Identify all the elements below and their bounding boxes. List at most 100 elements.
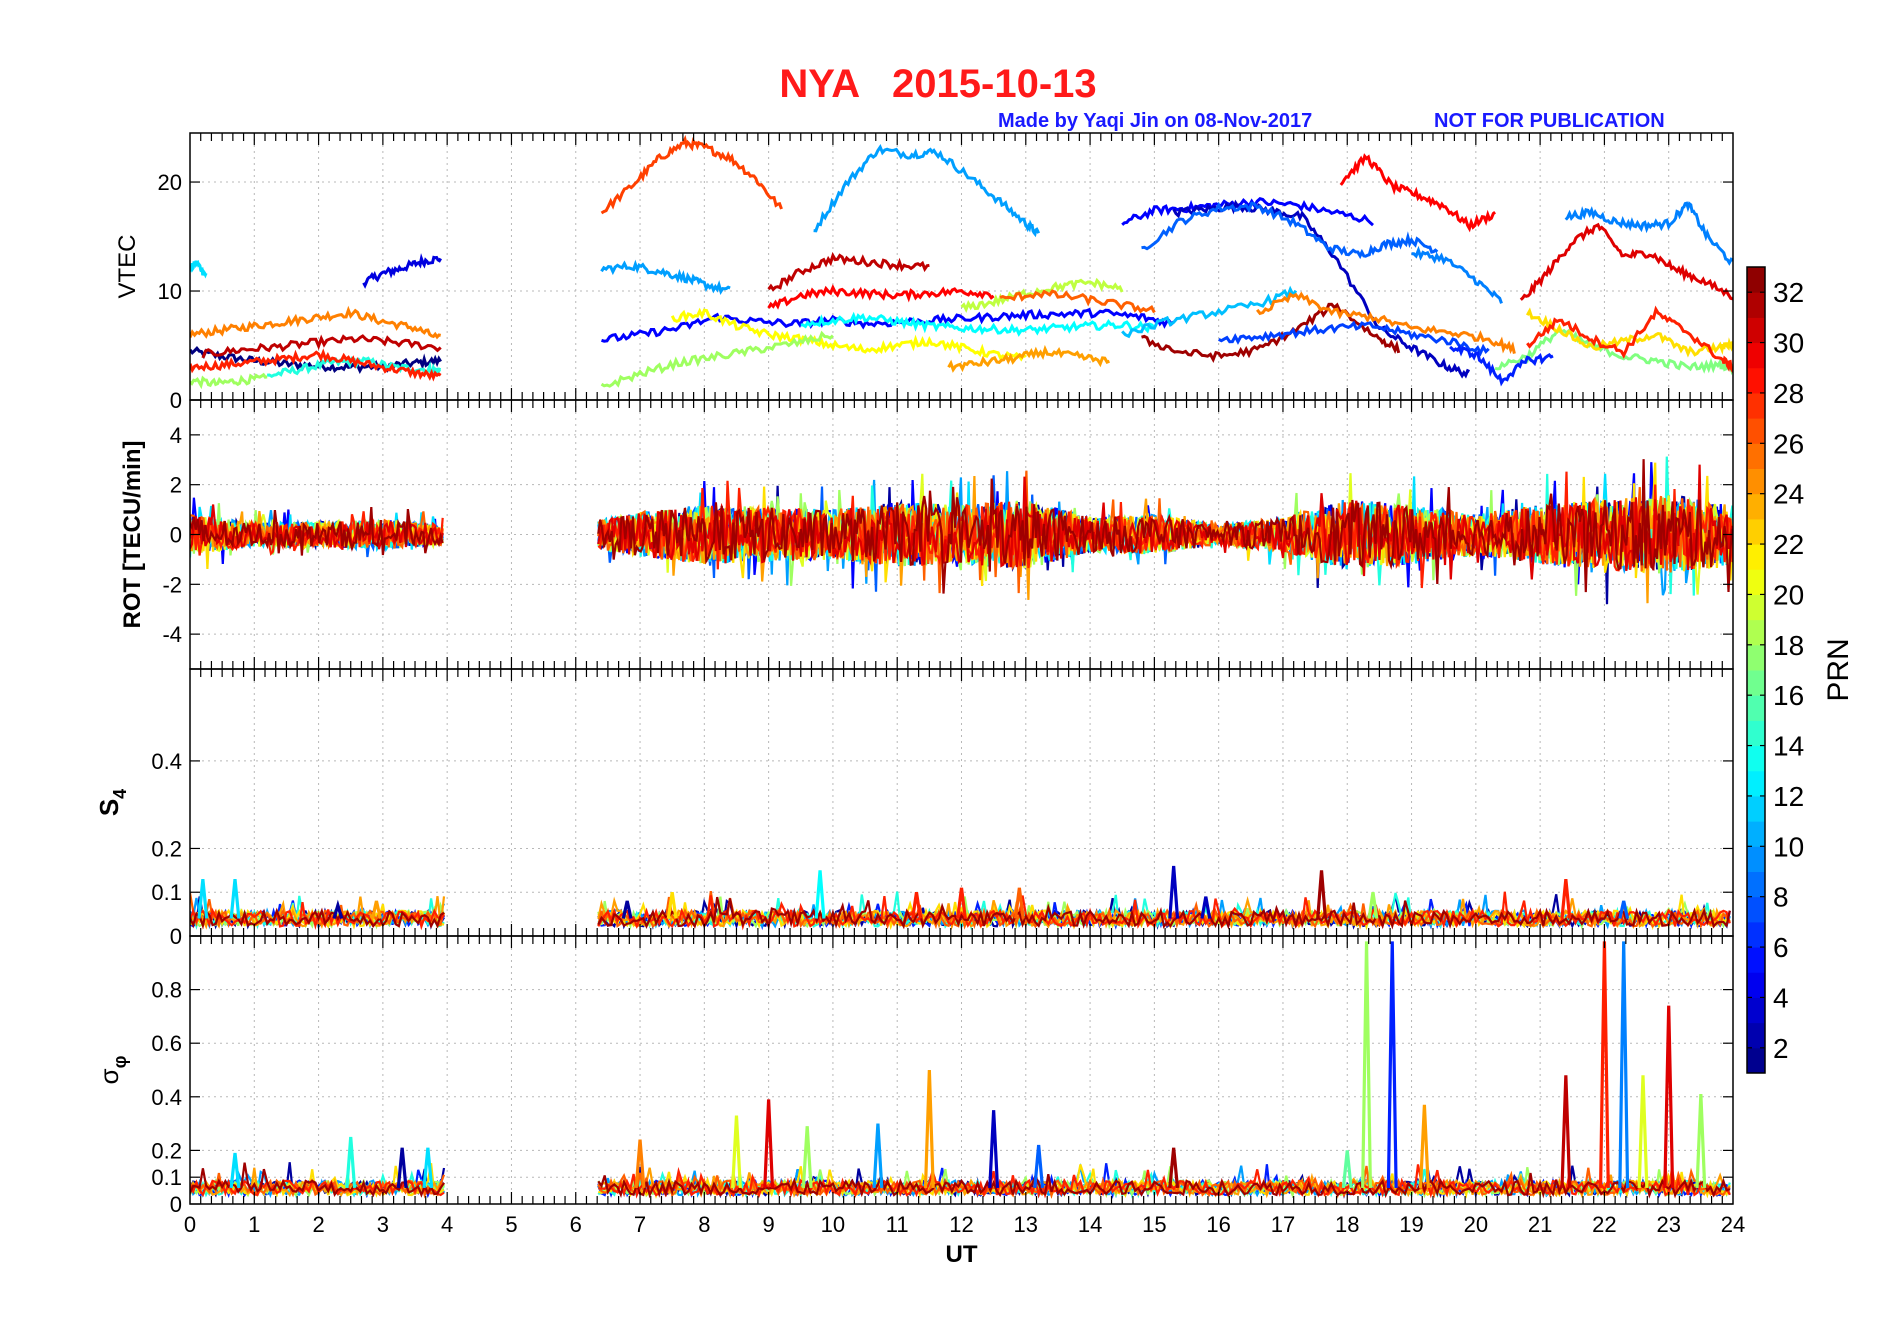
vtec-series-prn-5: [601, 307, 1175, 343]
xtick-label: 18: [1335, 1212, 1359, 1237]
xtick-label: 12: [949, 1212, 973, 1237]
rot-ylabel: ROT [TECU/min]: [119, 441, 146, 629]
xtick-label: 8: [698, 1212, 710, 1237]
colorbar-tick-label: 2: [1773, 1033, 1789, 1064]
xtick-label: 20: [1464, 1212, 1488, 1237]
vtec-series-prn-10: [813, 143, 1040, 238]
sigma-phi-ylabel-subscript: φ: [110, 1055, 130, 1068]
xtick-label: 6: [570, 1212, 582, 1237]
vtec-series-prn-26: [999, 289, 1156, 314]
s4-spike-4: [621, 900, 633, 919]
s4-spike-15: [1618, 900, 1630, 919]
vtec-series-prn-17: [1494, 328, 1733, 376]
rot-series-prn-32: [190, 459, 1733, 594]
colorbar-segment: [1747, 418, 1765, 444]
colorbar-segment: [1747, 695, 1765, 721]
vtec-series-prn-32: [1141, 302, 1401, 364]
sigma_phi-spike-10: [988, 1110, 1000, 1188]
sigma_phi-ytick-label: 0: [170, 1192, 182, 1217]
sigma_phi-spike-22: [1695, 1094, 1707, 1188]
colorbar-tick-label: 18: [1773, 630, 1804, 661]
colorbar-tick-label: 14: [1773, 731, 1804, 762]
sigma_phi-spike-6: [763, 1099, 775, 1188]
colorbar-segment: [1747, 871, 1765, 898]
sigma_phi-spike-9: [923, 1069, 935, 1188]
sigma_phi-spike-5: [731, 1115, 742, 1189]
s4-ytick-label: 0.2: [151, 836, 182, 861]
colorbar-segment: [1747, 896, 1765, 923]
xtick-label: 2: [312, 1212, 324, 1237]
colorbar-segment: [1747, 921, 1765, 948]
xtick-label: 11: [886, 1212, 909, 1237]
colorbar-segment: [1747, 745, 1765, 772]
s4-spike-11: [1200, 896, 1212, 919]
s4-ytick-label: 0: [170, 924, 182, 949]
colorbar-label: PRN: [1822, 638, 1855, 701]
s4-ytick-label: 0.4: [151, 749, 182, 774]
colorbar-segment: [1747, 846, 1765, 872]
vtec-series-prn-21: [670, 307, 1027, 362]
vtec-series-prn-8: [1141, 201, 1439, 260]
sigma_phi-spike-19: [1618, 941, 1630, 1188]
xtick-label: 7: [634, 1212, 646, 1237]
sigma_phi-ytick-label: 0.1: [151, 1165, 182, 1190]
sigma_phi-spike-3: [422, 1147, 434, 1189]
vtec-series-prn-25: [190, 305, 442, 340]
vtec-series-prn-28: [1526, 305, 1733, 373]
xtick-label: 15: [1142, 1212, 1166, 1237]
sigma_phi-spike-12: [1168, 1147, 1180, 1189]
sigma_phi-spike-21: [1663, 1005, 1675, 1188]
rot-ytick-label: 2: [170, 473, 182, 498]
vtec-series-prn-9: [1564, 201, 1733, 266]
colorbar-tick-label: 16: [1773, 680, 1804, 711]
xtick-label: 23: [1656, 1212, 1680, 1237]
colorbar-segment: [1747, 569, 1765, 595]
vtec-series-prn-3: [1172, 199, 1471, 379]
colorbar-segment: [1747, 367, 1765, 394]
vtec-series-prn-24: [947, 344, 1110, 373]
vtec-series-prn-27: [600, 134, 783, 215]
sigma_phi-spike-8: [872, 1123, 884, 1189]
xtick-label: 24: [1721, 1212, 1745, 1237]
sigma_phi-ytick-label: 0.4: [151, 1085, 182, 1110]
sigma_phi-spike-18: [1598, 941, 1610, 1188]
colorbar-segment: [1747, 392, 1765, 419]
vtec-series-prn-31: [767, 251, 930, 292]
vtec-series-prn-13: [800, 311, 1156, 337]
xtick-label: 16: [1206, 1212, 1230, 1237]
sigma_phi-spike-4: [634, 1139, 646, 1189]
s4-spike-2: [332, 899, 344, 919]
xtick-label: 3: [377, 1212, 389, 1237]
rot-ytick-label: 0: [170, 523, 182, 548]
vtec-series-prn-6: [1449, 344, 1554, 387]
xtick-label: 0: [184, 1212, 196, 1237]
colorbar-segment: [1747, 644, 1765, 671]
vtec-series-prn-19: [960, 277, 1124, 313]
vtec-series-prn-9: [1411, 245, 1503, 304]
xtick-label: 17: [1271, 1212, 1295, 1237]
s4-spike-0: [197, 878, 209, 919]
xtick-label: 9: [763, 1212, 775, 1237]
sigma_phi-ytick-label: 0.8: [151, 978, 182, 1003]
station-name: NYA: [779, 62, 859, 106]
colorbar-segment: [1747, 997, 1765, 1024]
vtec-series-prn-10: [600, 259, 731, 295]
rot-ytick-label: 4: [170, 423, 182, 448]
colorbar-segment: [1747, 518, 1765, 545]
s4-spike-13: [1367, 891, 1379, 919]
s4-spike-8: [956, 887, 967, 919]
sigma_phi-spike-0: [229, 1152, 241, 1189]
x-axis-label: UT: [946, 1241, 978, 1268]
vtec-ytick-label: 20: [158, 170, 182, 195]
colorbar-tick-label: 8: [1773, 882, 1789, 913]
colorbar-segment: [1747, 468, 1765, 495]
colorbar-tick-label: 20: [1773, 579, 1804, 610]
sigma_phi-spike-1: [345, 1136, 357, 1189]
s4-spike-5: [666, 891, 678, 919]
s4-spike-9: [1013, 887, 1025, 919]
sigma_phi-ytick-label: 0.6: [151, 1031, 182, 1056]
s4-spike-7: [911, 891, 922, 919]
vtec-series-prn-18: [190, 372, 268, 390]
vtec-series-prn-22: [1525, 307, 1733, 358]
